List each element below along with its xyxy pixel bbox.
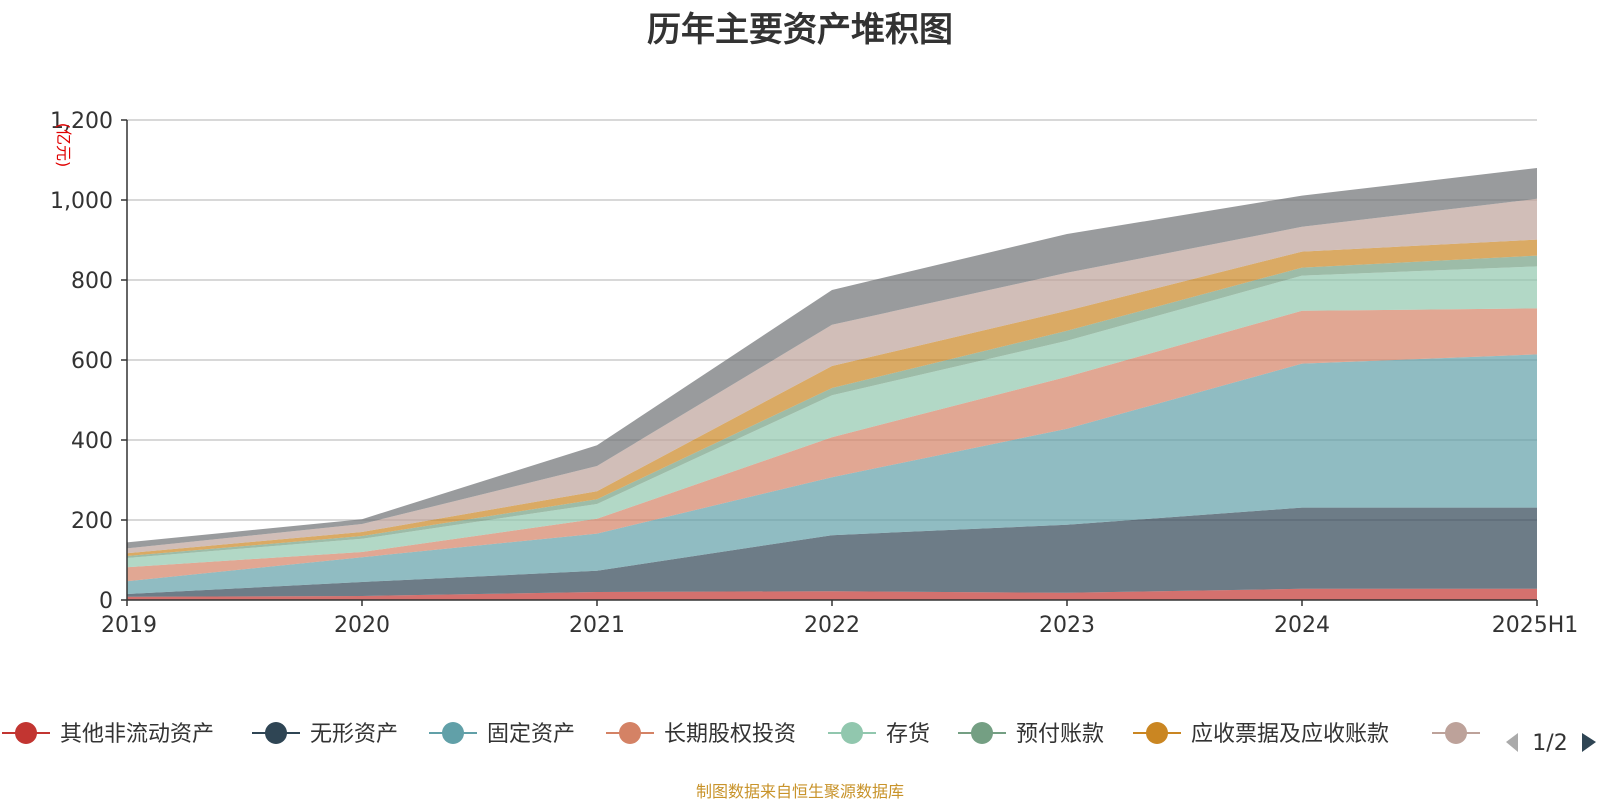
area-series-5[interactable] <box>127 266 1537 568</box>
legend-pager: 1/2 <box>1506 731 1596 756</box>
legend-marker <box>619 722 641 744</box>
area-series-4[interactable] <box>127 308 1537 582</box>
source-note: 制图数据来自恒生聚源数据库 <box>695 782 904 801</box>
y-tick-label: 0 <box>99 589 113 614</box>
legend-next-icon[interactable] <box>1582 733 1596 752</box>
legend-marker <box>1445 722 1467 744</box>
legend-label: 固定资产 <box>487 722 575 747</box>
legend-marker <box>15 722 37 744</box>
x-tick-label: 2022 <box>804 613 860 638</box>
stacked-areas <box>127 168 1537 600</box>
y-tick-label: 200 <box>71 509 113 534</box>
legend-marker <box>265 722 287 744</box>
legend-item-5[interactable]: 存货 <box>828 722 930 747</box>
legend-item-8[interactable] <box>1432 722 1480 744</box>
y-axis-unit-label: (亿元) <box>54 123 73 168</box>
axes: 0 200 400 600 800 1,000 1,200 2019 2020 2021 2022 2… <box>50 109 1578 638</box>
x-tick-label: 2019 <box>101 613 157 638</box>
legend-marker <box>971 722 993 744</box>
legend-prev-icon[interactable] <box>1506 733 1518 752</box>
legend-label: 应收票据及应收账款 <box>1191 722 1389 747</box>
y-tick-label: 400 <box>71 429 113 454</box>
x-tick-label: 2021 <box>569 613 625 638</box>
area-series-8[interactable] <box>127 198 1537 554</box>
legend-label: 其他非流动资产 <box>60 722 214 747</box>
y-tick-label: 1,000 <box>50 189 113 214</box>
legend-marker <box>1146 722 1168 744</box>
legend-item-1[interactable]: 其他非流动资产 <box>2 722 214 747</box>
legend-item-4[interactable]: 长期股权投资 <box>606 722 796 747</box>
area-series-3[interactable] <box>127 354 1537 594</box>
legend-item-3[interactable]: 固定资产 <box>429 722 575 747</box>
y-tick-label: 600 <box>71 349 113 374</box>
legend-item-6[interactable]: 预付账款 <box>958 722 1104 747</box>
legend-item-7[interactable]: 应收票据及应收账款 <box>1133 722 1389 747</box>
x-tick-label: 2024 <box>1274 613 1330 638</box>
x-tick-label: 2023 <box>1039 613 1095 638</box>
legend-marker <box>841 722 863 744</box>
chart-title: 历年主要资产堆积图 <box>647 10 953 50</box>
legend-label: 存货 <box>886 722 930 747</box>
area-series-9[interactable] <box>127 168 1537 549</box>
legend-item-2[interactable]: 无形资产 <box>252 722 398 747</box>
x-tick-label: 2025H1 <box>1492 613 1579 638</box>
legend: 其他非流动资产 无形资产 固定资产 长期股权投资 存货 预付账款 应收票据及应收账款 <box>2 722 1480 747</box>
y-tick-label: 1,200 <box>50 109 113 134</box>
x-tick-label: 2020 <box>334 613 390 638</box>
y-tick-label: 800 <box>71 269 113 294</box>
legend-marker <box>442 722 464 744</box>
area-series-1[interactable] <box>127 588 1537 600</box>
legend-label: 预付账款 <box>1016 722 1104 747</box>
legend-label: 长期股权投资 <box>664 722 796 747</box>
legend-label: 无形资产 <box>310 722 398 747</box>
area-series-2[interactable] <box>127 507 1537 597</box>
legend-page-indicator: 1/2 <box>1532 731 1567 756</box>
